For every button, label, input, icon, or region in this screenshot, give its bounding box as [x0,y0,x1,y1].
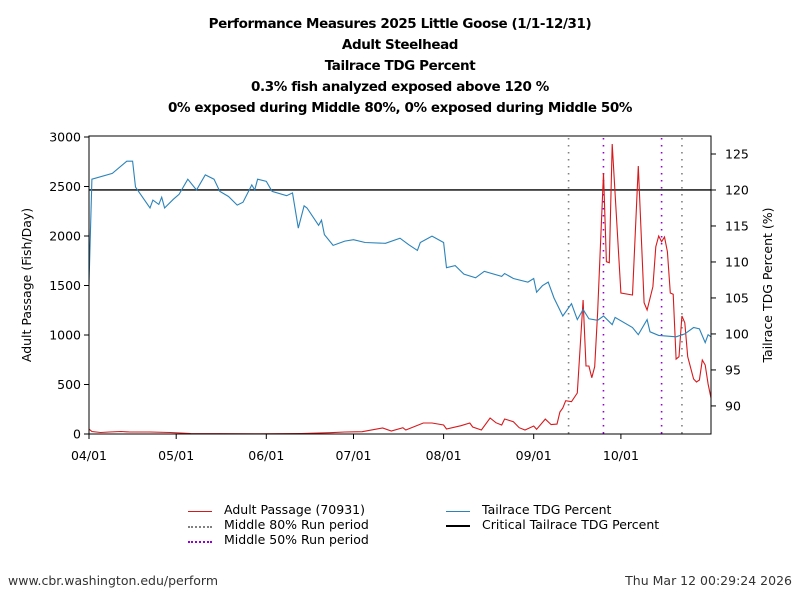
legend-item-tdg: Tailrace TDG Percent [446,502,611,517]
y2-tick-label: 100 [725,326,749,341]
footer-timestamp: Thu Mar 12 00:29:24 2026 [625,573,792,588]
legend-swatch-critical [446,520,470,532]
x-tick-label: 09/01 [516,448,552,463]
x-tick-label: 07/01 [335,448,371,463]
legend-swatch-middle50 [188,535,212,547]
chart-subtitle-measure: Tailrace TDG Percent [324,58,476,74]
legend-item-middle50: Middle 50% Run period [188,532,369,547]
y2-tick-label: 110 [725,254,749,269]
y-tick-label: 1500 [49,278,81,293]
tdg-line [88,160,712,345]
x-tick-label: 08/01 [426,448,462,463]
chart-title: Performance Measures 2025 Little Goose (… [208,16,592,32]
legend-item-critical: Critical Tailrace TDG Percent [446,517,659,532]
footer-url: www.cbr.washington.edu/perform [8,573,219,588]
legend-label: Critical Tailrace TDG Percent [482,517,660,532]
y2-tick-label: 120 [725,182,749,197]
y-tick-label: 3000 [49,129,81,144]
legend-item-passage: Adult Passage (70931) [188,502,365,517]
y2-tick-label: 115 [725,218,749,233]
y-tick-label: 1000 [49,327,81,342]
legend-label: Adult Passage (70931) [224,502,365,517]
y2-axis-label: Tailrace TDG Percent (%) [760,207,775,363]
legend-label: Middle 80% Run period [224,517,369,532]
y2-tick-label: 95 [725,362,741,377]
y-tick-label: 2000 [49,228,81,243]
y-tick-label: 500 [57,377,81,392]
chart-titles: Performance Measures 2025 Little Goose (… [0,14,800,119]
x-tick-label: 05/01 [158,448,194,463]
x-tick-label: 04/01 [71,448,107,463]
legend-label: Tailrace TDG Percent [482,502,612,517]
x-tick-label: 06/01 [248,448,284,463]
y-tick-label: 0 [73,427,81,442]
y-axis-label: Adult Passage (Fish/Day) [19,208,34,362]
legend-swatch-tdg [446,505,470,517]
chart-subtitle-middle-exposure: 0% exposed during Middle 80%, 0% exposed… [167,100,633,116]
legend-label: Middle 50% Run period [224,532,369,547]
y-tick-label: 2500 [49,179,81,194]
legend-item-middle80: Middle 80% Run period [188,517,369,532]
y2-tick-label: 90 [725,398,741,413]
y2-tick-label: 105 [725,290,749,305]
chart-subtitle-species: Adult Steelhead [341,37,459,53]
plot-frame [88,135,712,435]
legend-swatch-middle80 [188,520,212,532]
y2-tick-label: 125 [725,146,749,161]
passage-line [88,143,712,435]
legend-swatch-passage [188,505,212,517]
chart-subtitle-exposure: 0.3% fish analyzed exposed above 120 % [251,79,549,95]
x-tick-label: 10/01 [603,448,639,463]
